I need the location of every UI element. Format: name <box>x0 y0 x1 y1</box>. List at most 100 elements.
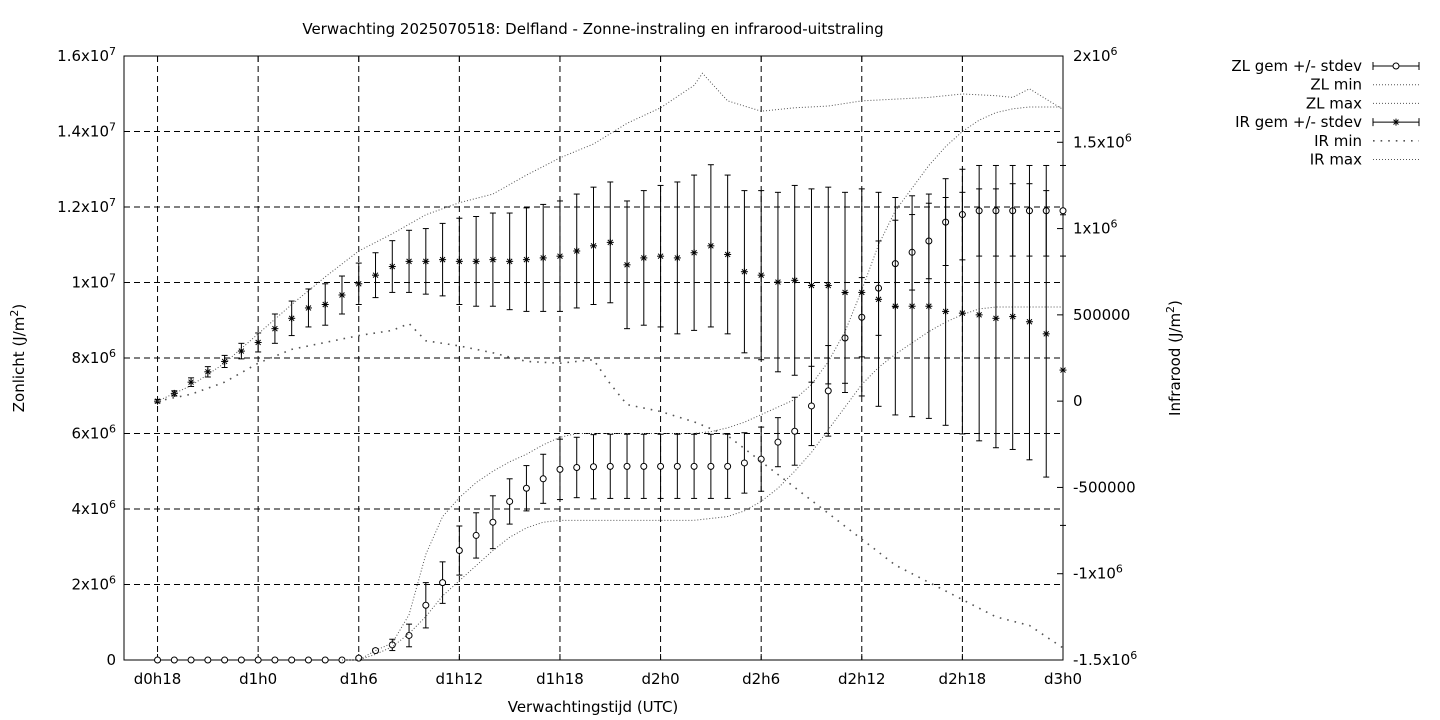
star-stroke <box>875 296 882 303</box>
star-marker <box>556 252 564 260</box>
star-marker <box>1025 318 1033 326</box>
star-marker <box>757 271 765 279</box>
data-point <box>522 484 530 492</box>
x-tick-label-base: d0h18 <box>134 670 182 688</box>
star-stroke <box>288 315 295 322</box>
x-tick-label: d2h0 <box>642 670 680 688</box>
data-point <box>707 462 715 470</box>
star-stroke <box>976 312 982 318</box>
y-left-tick-label: 8x106 <box>71 347 116 367</box>
series-zl-min-line <box>341 306 1063 661</box>
star-marker <box>807 282 815 290</box>
data-point <box>657 462 665 470</box>
data-point <box>187 656 195 664</box>
star-marker <box>875 295 883 303</box>
legend-label: ZL min <box>1310 76 1362 94</box>
star-marker <box>187 378 195 386</box>
star-marker <box>724 250 732 258</box>
star-stroke <box>691 249 697 256</box>
star-marker <box>992 314 1000 322</box>
x-tick-label-base: d3h0 <box>1044 670 1082 688</box>
legend-label: IR min <box>1314 132 1362 150</box>
y-left-tick-label: 2x106 <box>71 574 116 594</box>
star-marker <box>455 257 463 265</box>
data-point <box>791 427 799 435</box>
star-marker <box>891 302 899 310</box>
x-axis-label: Verwachtingstijd (UTC) <box>508 698 679 716</box>
star-marker <box>288 314 296 322</box>
star-marker <box>657 252 665 260</box>
y-left-tick-label-base: 4x10 <box>71 500 109 518</box>
star-stroke <box>573 248 580 254</box>
y-axis-label-left-sup: 2 <box>8 310 21 317</box>
star-stroke <box>339 292 345 298</box>
star-stroke <box>808 282 815 289</box>
star-marker <box>858 288 866 296</box>
y-axis-label-right-sup: 2 <box>1164 306 1177 313</box>
star-stroke <box>372 272 379 278</box>
data-point <box>807 402 815 410</box>
data-point <box>506 497 514 505</box>
y-left-tick-label: 1.4x107 <box>57 121 116 141</box>
star-stroke <box>624 261 630 268</box>
star-stroke <box>892 303 899 310</box>
star-marker <box>522 256 530 264</box>
star-marker <box>942 307 950 315</box>
data-point <box>573 463 581 471</box>
data-point <box>590 463 597 471</box>
y-right-tick-label: 1.5x106 <box>1073 131 1132 151</box>
data-point <box>489 518 497 526</box>
x-tick-label-base: d2h6 <box>742 670 780 688</box>
star-stroke <box>708 243 714 249</box>
y-axis-label-right-end: ) <box>1166 300 1184 306</box>
y-left-tick-label-exponent: 6 <box>109 498 116 511</box>
star-marker <box>975 311 983 319</box>
y-axis-label-left-main: Zonlicht (J/m <box>10 317 28 413</box>
data-point <box>170 656 178 664</box>
star-marker <box>590 242 597 250</box>
star-stroke <box>272 325 278 332</box>
star-stroke <box>775 279 781 285</box>
star-marker <box>573 247 581 255</box>
y-left-tick-label: 1x107 <box>71 272 116 292</box>
star-stroke <box>858 289 865 296</box>
legend-swatch-marker <box>1392 62 1400 70</box>
star-stroke <box>1026 318 1033 325</box>
y-axis-label-left: Zonlicht (J/m2) <box>8 304 28 413</box>
star-marker <box>690 249 698 257</box>
data-point <box>774 438 782 446</box>
star-marker <box>221 357 229 365</box>
x-tick-label-base: d1h0 <box>239 670 277 688</box>
star-stroke <box>909 303 915 310</box>
star-stroke <box>523 256 530 263</box>
star-stroke <box>607 239 614 246</box>
star-stroke <box>1393 119 1399 125</box>
data-point <box>221 656 229 664</box>
x-tick-label-base: d2h18 <box>939 670 987 688</box>
y-left-tick-label-base: 1.2x10 <box>57 198 109 216</box>
series-zl-max-line <box>341 106 1063 661</box>
star-stroke <box>942 308 949 315</box>
x-tick-label: d3h0 <box>1044 670 1082 688</box>
y-left-tick-label: 1.6x107 <box>57 45 116 65</box>
data-point <box>690 462 698 470</box>
star-stroke <box>490 256 496 263</box>
y-right-tick-label-exponent: 6 <box>1125 131 1132 144</box>
y-left-tick-label-base: 6x10 <box>71 425 109 443</box>
star-stroke <box>154 398 161 404</box>
y-left-tick-label-exponent: 6 <box>109 423 116 436</box>
star-stroke <box>1043 331 1050 337</box>
x-tick-label-base: d1h18 <box>536 670 584 688</box>
star-marker <box>640 254 648 262</box>
star-marker <box>338 291 346 299</box>
y-left-tick-label-exponent: 7 <box>109 45 116 58</box>
y-right-tick-label-base: 0 <box>1073 392 1083 410</box>
y-left-tick-label-base: 2x10 <box>71 576 109 594</box>
star-marker <box>489 256 497 264</box>
y-right-tick-label-exponent: 6 <box>1111 218 1118 231</box>
star-marker <box>824 282 832 290</box>
star-stroke <box>439 256 446 263</box>
data-point <box>154 656 162 664</box>
data-point <box>388 641 396 649</box>
star-stroke <box>322 301 329 308</box>
